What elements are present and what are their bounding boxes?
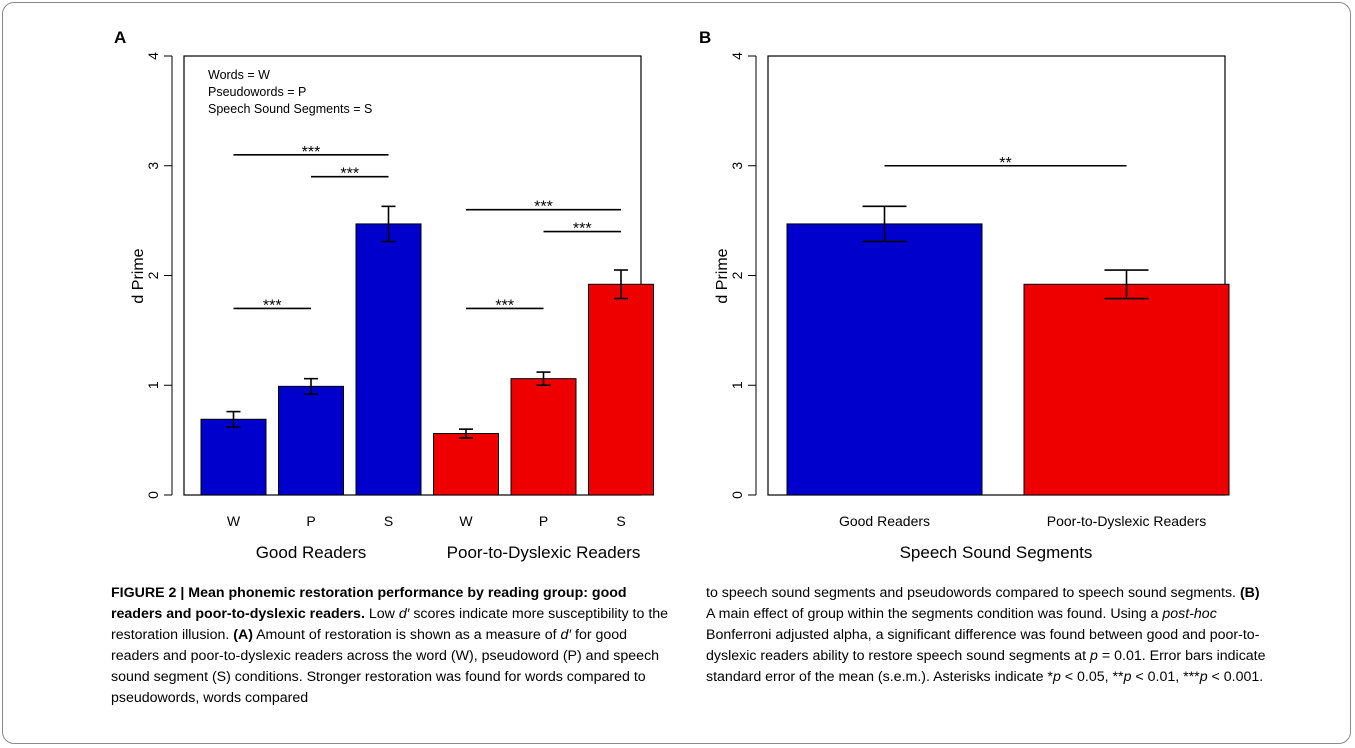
panel-b-y-axis-label: d Prime: [714, 248, 731, 303]
significance-marker: ***: [495, 297, 514, 314]
caption-fragment: d′: [560, 627, 572, 643]
caption-right-column: to speech sound segments and pseudowords…: [706, 583, 1271, 709]
significance-marker: ***: [340, 166, 359, 183]
x-category-label: Good Readers: [839, 513, 930, 529]
group-label: Good Readers: [256, 543, 367, 562]
caption-fragment: < 0.01, ***: [1131, 669, 1200, 685]
y-tick-label: 1: [729, 381, 745, 389]
bar-good-readers: [786, 223, 983, 496]
bar-p: [510, 378, 577, 496]
caption-fragment: p: [1123, 669, 1132, 685]
caption-left-column: FIGURE 2 | Mean phonemic restoration per…: [111, 583, 676, 709]
caption-fragment: < 0.001.: [1207, 669, 1264, 685]
panel-a-label: A: [114, 28, 126, 47]
y-tick-label: 2: [729, 271, 745, 279]
panel-b-chart: B d Prime 0 1 2 3 4 ** Good Readers Poor-to-D…: [699, 28, 1230, 562]
x-category-label: Poor-to-Dyslexic Readers: [1047, 513, 1207, 529]
legend-line: Words = W: [208, 68, 270, 82]
caption-fragment: (B): [1239, 585, 1260, 601]
caption-fragment: p: [1199, 669, 1208, 685]
caption-fragment: < 0.05, **: [1060, 669, 1124, 685]
caption-fragment: Bonferroni adjusted alpha, a significant…: [706, 627, 1260, 664]
caption-fragment: p: [1052, 669, 1061, 685]
caption-fragment: post-hoc: [1162, 606, 1217, 622]
y-tick-label: 2: [145, 271, 161, 279]
significance-marker: ***: [263, 297, 282, 314]
caption-fragment: p: [1090, 648, 1098, 664]
figure-charts: A d Prime 0 1 2 3 4 Words = W Pseudowords = P…: [114, 28, 1230, 562]
caption-fragment: scores indicate more susceptibility to t…: [111, 606, 669, 643]
caption-fragment: for good readers and poor-to-dyslexic re…: [111, 627, 660, 706]
caption-fragment: Amount of restoration is shown as a meas…: [252, 627, 561, 643]
x-category-label: S: [384, 513, 393, 529]
x-category-label: W: [459, 513, 473, 529]
bar-p: [278, 385, 344, 496]
y-tick-label: 1: [145, 381, 161, 389]
group-label: Poor-to-Dyslexic Readers: [447, 543, 641, 562]
y-tick-label: 3: [145, 162, 161, 170]
panel-a-chart: A d Prime 0 1 2 3 4 Words = W Pseudowords = P…: [114, 28, 654, 562]
y-tick-label: 4: [729, 52, 745, 60]
caption-fragment: d′: [398, 606, 410, 622]
caption-fragment: = 0.01. Error bars indicate standard err…: [706, 648, 1266, 685]
x-category-label: P: [539, 513, 548, 529]
legend-line: Pseudowords = P: [208, 85, 306, 99]
panel-b-x-axis-label: Speech Sound Segments: [900, 543, 1093, 562]
panel-b-plot-box: [767, 55, 1226, 496]
x-category-label: S: [616, 513, 625, 529]
bar-w: [433, 433, 499, 496]
significance-marker: **: [999, 155, 1011, 172]
bar-poor-to-dyslexic-readers: [1023, 283, 1230, 496]
legend-line: Speech Sound Segments = S: [208, 102, 372, 116]
y-tick-label: 0: [145, 491, 161, 499]
caption-fragment: (A): [233, 627, 253, 643]
bar-s: [588, 283, 654, 496]
caption-fragment: A main effect of group within the segmen…: [706, 606, 1163, 622]
caption-fragment: Low: [364, 606, 399, 622]
caption-fragment: to speech sound segments and pseudowords…: [706, 585, 1240, 601]
y-tick-label: 4: [145, 52, 161, 60]
panel-b-label: B: [699, 28, 711, 47]
significance-marker: ***: [534, 199, 553, 216]
y-tick-label: 3: [729, 162, 745, 170]
y-tick-label: 0: [729, 491, 745, 499]
caption-right-text: to speech sound segments and pseudowords…: [706, 583, 1271, 688]
x-category-label: W: [227, 513, 241, 529]
bar-w: [200, 418, 267, 496]
figure-caption: FIGURE 2 | Mean phonemic restoration per…: [111, 583, 1271, 709]
caption-fragment: FIGURE 2 | Mean phonemic restoration per…: [111, 585, 627, 622]
significance-marker: ***: [573, 221, 592, 238]
x-category-label: P: [306, 513, 315, 529]
panel-a-y-axis-label: d Prime: [130, 248, 147, 303]
bar-s: [355, 223, 422, 496]
significance-marker: ***: [302, 144, 321, 161]
caption-left-text: FIGURE 2 | Mean phonemic restoration per…: [111, 583, 676, 709]
